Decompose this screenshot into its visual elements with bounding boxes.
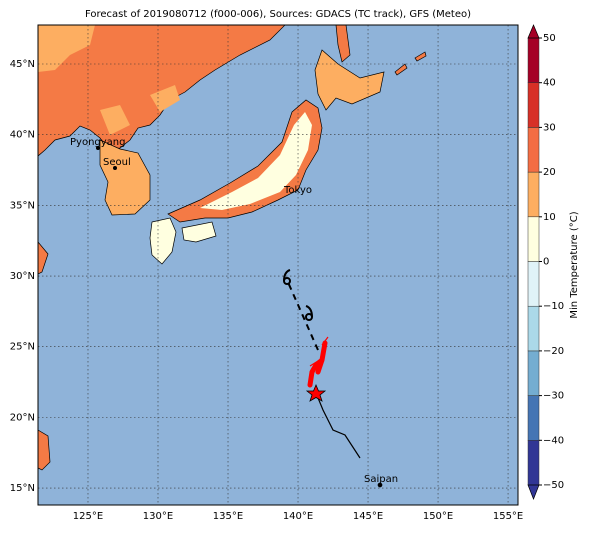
colorbar-tick-label: −20 <box>543 346 564 357</box>
lon-tick-label: 125°E <box>73 511 103 522</box>
colorbar-segment <box>527 440 540 486</box>
lon-tick-label: 130°E <box>143 511 173 522</box>
seoul-dot <box>113 166 117 170</box>
lat-tick-label: 15°N <box>10 483 35 494</box>
colorbar-tick-label: 40 <box>543 78 556 89</box>
colorbar-tick-label: 20 <box>543 167 556 178</box>
lat-tick-label: 40°N <box>10 130 35 141</box>
kyushu <box>149 217 177 265</box>
shikoku <box>181 221 217 243</box>
track-forecast <box>286 279 319 351</box>
track-red-thin <box>309 336 329 367</box>
colorbar-segment <box>527 216 540 262</box>
honshu <box>167 99 323 223</box>
colorbar-segment <box>527 82 540 128</box>
track-line <box>315 392 361 459</box>
colorbar-label: Min Temperature (°C) <box>569 211 580 318</box>
kurils <box>394 51 427 76</box>
colorbar-segment <box>527 171 540 218</box>
colorbar-tick-label: 10 <box>543 212 556 223</box>
pyongyang-dot <box>96 146 100 150</box>
sakhalin <box>335 25 351 63</box>
china-coast <box>38 241 51 471</box>
lat-tick-label: 30°N <box>10 271 35 282</box>
lon-tick-label: 150°E <box>423 511 453 522</box>
korea <box>99 139 151 216</box>
city-label: Tokyo <box>283 185 312 196</box>
lat-tick-label: 25°N <box>10 342 35 353</box>
lat-tick-label: 35°N <box>10 200 35 211</box>
city-label: Pyongyang <box>70 137 125 148</box>
city-label: Saipan <box>364 474 398 485</box>
map-frame <box>37 24 519 506</box>
colorbar-segment <box>527 350 540 396</box>
colorbar-segment <box>527 395 540 441</box>
colorbar-tick-label: −50 <box>543 480 564 491</box>
colorbar-tick-label: 30 <box>543 122 556 133</box>
lat-tick-label: 45°N <box>10 59 35 70</box>
tc-symbols <box>283 269 313 321</box>
colorbar-tick-label: −30 <box>543 391 564 402</box>
colorbar-tick-label: 0 <box>543 257 549 268</box>
city-label: Seoul <box>103 157 131 168</box>
colorbar: −50 −40 −30 −20 −10 0 10 20 30 40 50 <box>527 24 564 500</box>
lat-tick-label: 20°N <box>10 412 35 423</box>
title: Forecast of 2019080712 (f000-006), Sourc… <box>85 9 471 20</box>
honshu-inner <box>200 112 312 210</box>
colorbar-tick-label: −40 <box>543 435 564 446</box>
lon-tick-label: 140°E <box>283 511 313 522</box>
mainland-patch <box>38 25 180 135</box>
tc-track <box>283 269 361 459</box>
map: Pyongyang Seoul Tokyo Saipan <box>37 24 519 506</box>
track-red <box>307 340 328 388</box>
lon-tick-label: 155°E <box>493 511 523 522</box>
graticule <box>38 25 518 505</box>
hokkaido <box>314 49 385 111</box>
colorbar-extend-top <box>527 24 540 39</box>
colorbar-tick-label: −10 <box>543 301 564 312</box>
colorbar-segment <box>527 37 540 83</box>
colorbar-tick-label: 50 <box>543 33 556 44</box>
colorbar-extend-bottom <box>527 484 540 500</box>
colorbar-segment <box>527 127 540 173</box>
tc-star <box>305 383 327 402</box>
saipan-dot <box>377 482 383 488</box>
colorbar-segment <box>527 305 540 352</box>
lon-tick-label: 145°E <box>353 511 383 522</box>
lon-tick-label: 135°E <box>213 511 243 522</box>
colorbar-segment <box>527 261 540 307</box>
